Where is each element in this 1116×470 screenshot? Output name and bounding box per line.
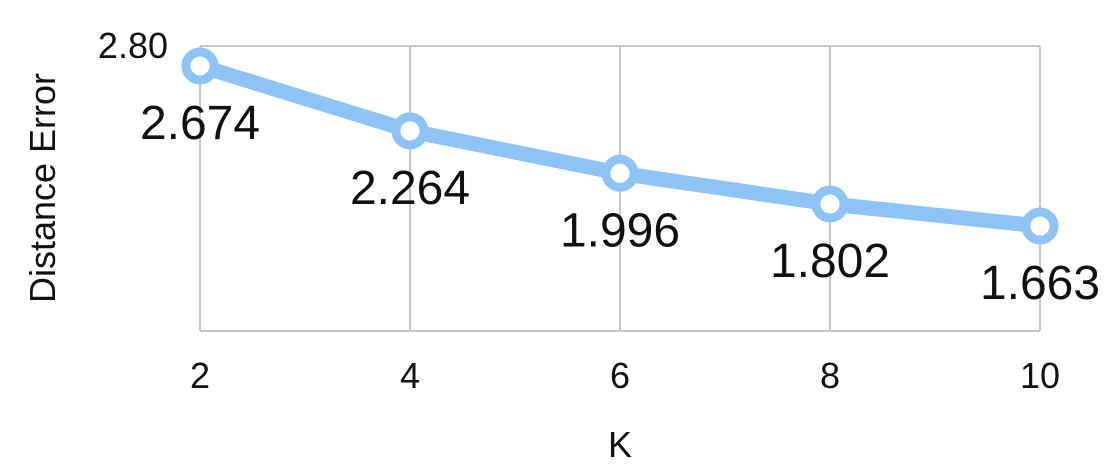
series-layer <box>181 47 1059 245</box>
grid <box>199 45 1041 332</box>
x-tick-label: 2 <box>190 355 210 396</box>
x-tick-label: 8 <box>820 355 840 396</box>
x-tick-label: 4 <box>400 355 420 396</box>
data-point-marker <box>811 185 849 223</box>
data-label: 1.996 <box>560 204 680 257</box>
x-tick-label: 10 <box>1020 355 1060 396</box>
x-tick-label: 6 <box>610 355 630 396</box>
x-axis-title: K <box>608 424 632 465</box>
data-label: 2.264 <box>350 162 470 215</box>
data-point-marker <box>181 47 219 85</box>
data-label: 1.663 <box>980 257 1100 310</box>
data-point-marker <box>601 154 639 192</box>
y-tick-label: 2.80 <box>98 25 168 66</box>
data-label: 2.674 <box>140 97 260 150</box>
data-point-marker <box>391 112 429 150</box>
y-axis-title: Distance Error <box>22 73 63 303</box>
data-point-marker <box>1021 207 1059 245</box>
data-label-layer: 2.674 2.264 1.996 1.802 1.663 <box>140 97 1100 310</box>
data-label: 1.802 <box>770 235 890 288</box>
tick-layer: 2 4 6 8 10 2.80 <box>98 25 1060 396</box>
